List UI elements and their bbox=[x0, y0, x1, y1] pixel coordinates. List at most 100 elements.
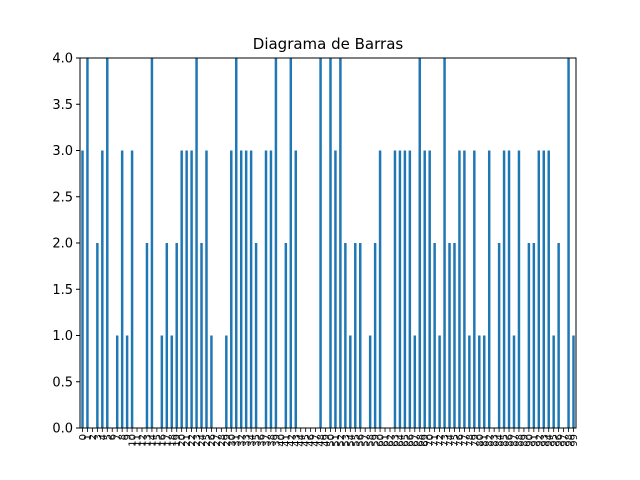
x-tick-label: 72 bbox=[435, 434, 446, 447]
x-tick-label: 84 bbox=[495, 434, 506, 447]
bar-64 bbox=[398, 150, 402, 428]
bar-43 bbox=[294, 150, 297, 428]
x-tick-label: 9 bbox=[123, 434, 134, 440]
x-tick-label: 45 bbox=[301, 434, 312, 447]
bar-9 bbox=[125, 335, 129, 428]
x-tick-label: 80 bbox=[475, 434, 486, 447]
x-tick-label: 40 bbox=[276, 434, 287, 447]
x-tick-label: 18 bbox=[167, 434, 178, 447]
x-axis: 0123456789101112131415161718192021222324… bbox=[78, 428, 580, 447]
x-tick-label: 89 bbox=[519, 434, 530, 447]
y-axis: 0.0 0.5 1.0 1.5 2.0 2.5 3.0 3.5 4.0 bbox=[52, 52, 80, 437]
x-tick-label: 21 bbox=[182, 434, 193, 447]
bar-79 bbox=[473, 150, 476, 428]
x-tick-label: 13 bbox=[142, 434, 153, 447]
y-tick-label: 3.0 bbox=[52, 144, 73, 159]
x-tick-label: 76 bbox=[455, 434, 466, 447]
bar-95 bbox=[552, 335, 555, 428]
x-tick-label: 26 bbox=[207, 434, 218, 447]
y-tick-label: 0.5 bbox=[52, 375, 73, 390]
x-tick-label: 32 bbox=[237, 434, 248, 447]
bar-24 bbox=[200, 243, 203, 428]
bar-51 bbox=[334, 150, 337, 428]
bar-73 bbox=[443, 58, 446, 428]
bar-25 bbox=[205, 150, 208, 428]
bar-85 bbox=[502, 150, 506, 428]
bar-96 bbox=[557, 243, 560, 428]
bar-20 bbox=[180, 150, 183, 428]
x-tick-label: 88 bbox=[514, 434, 525, 447]
bar-68 bbox=[418, 58, 421, 428]
bar-65 bbox=[403, 150, 407, 428]
x-tick-label: 50 bbox=[326, 434, 337, 447]
x-tick-label: 44 bbox=[296, 434, 307, 447]
bar-90 bbox=[527, 243, 531, 428]
bar-66 bbox=[408, 150, 412, 428]
x-tick-label: 79 bbox=[470, 434, 481, 447]
x-tick-label: 20 bbox=[177, 434, 188, 447]
bar-75 bbox=[453, 243, 456, 428]
bar-18 bbox=[170, 335, 173, 428]
bar-30 bbox=[230, 150, 233, 428]
bar-59 bbox=[373, 243, 377, 428]
x-tick-label: 6 bbox=[108, 434, 119, 440]
x-tick-label: 39 bbox=[271, 434, 282, 447]
bar-52 bbox=[339, 58, 342, 428]
x-tick-label: 67 bbox=[410, 434, 421, 447]
bar-42 bbox=[289, 58, 293, 428]
x-tick-label: 29 bbox=[222, 434, 233, 447]
bar-88 bbox=[517, 150, 521, 428]
x-tick-label: 11 bbox=[133, 434, 144, 447]
bar-72 bbox=[438, 335, 441, 428]
x-tick-label: 16 bbox=[157, 434, 168, 447]
x-tick-label: 0 bbox=[78, 434, 89, 440]
x-tick-label: 73 bbox=[440, 434, 451, 447]
x-tick-label: 91 bbox=[529, 434, 540, 447]
x-tick-label: 61 bbox=[381, 434, 392, 447]
x-tick-label: 53 bbox=[341, 434, 352, 447]
y-tick-label: 4.0 bbox=[52, 52, 73, 67]
bar-81 bbox=[483, 335, 486, 428]
x-tick-label: 28 bbox=[217, 434, 228, 447]
bar-77 bbox=[463, 150, 466, 428]
x-tick-label: 96 bbox=[554, 434, 565, 447]
x-tick-label: 23 bbox=[192, 434, 203, 447]
x-tick-label: 90 bbox=[524, 434, 535, 447]
x-tick-label: 14 bbox=[147, 434, 158, 447]
bar-71 bbox=[433, 243, 436, 428]
bar-82 bbox=[487, 150, 491, 428]
x-tick-label: 59 bbox=[371, 434, 382, 447]
x-tick-label: 31 bbox=[232, 434, 243, 447]
x-tick-label: 36 bbox=[257, 434, 268, 447]
x-tick-label: 64 bbox=[395, 434, 406, 447]
x-tick-label: 3 bbox=[93, 434, 104, 440]
bar-86 bbox=[507, 150, 511, 428]
x-tick-label: 5 bbox=[103, 434, 114, 440]
chart-title: Diagrama de Barras bbox=[253, 35, 404, 53]
x-tick-label: 1 bbox=[83, 434, 94, 440]
x-tick-label: 19 bbox=[172, 434, 183, 447]
bar-74 bbox=[448, 243, 451, 428]
bar-19 bbox=[175, 243, 178, 428]
bar-17 bbox=[165, 243, 169, 428]
bar-67 bbox=[413, 335, 417, 428]
x-tick-label: 71 bbox=[430, 434, 441, 447]
bar-50 bbox=[329, 58, 332, 428]
bar-26 bbox=[210, 335, 213, 428]
bar-32 bbox=[239, 150, 243, 428]
bar-34 bbox=[249, 150, 253, 428]
x-tick-label: 87 bbox=[510, 434, 521, 447]
x-tick-label: 93 bbox=[539, 434, 550, 447]
bar-80 bbox=[478, 335, 481, 428]
bar-38 bbox=[269, 150, 273, 428]
x-tick-label: 86 bbox=[505, 434, 516, 447]
x-tick-label: 95 bbox=[549, 434, 560, 447]
x-tick-label: 83 bbox=[490, 434, 501, 447]
x-tick-label: 81 bbox=[480, 434, 491, 447]
bar-60 bbox=[378, 150, 382, 428]
bar-23 bbox=[195, 58, 198, 428]
bar-63 bbox=[393, 150, 397, 428]
x-tick-label: 37 bbox=[262, 434, 273, 447]
x-tick-label: 75 bbox=[450, 434, 461, 447]
x-tick-label: 99 bbox=[569, 434, 580, 447]
